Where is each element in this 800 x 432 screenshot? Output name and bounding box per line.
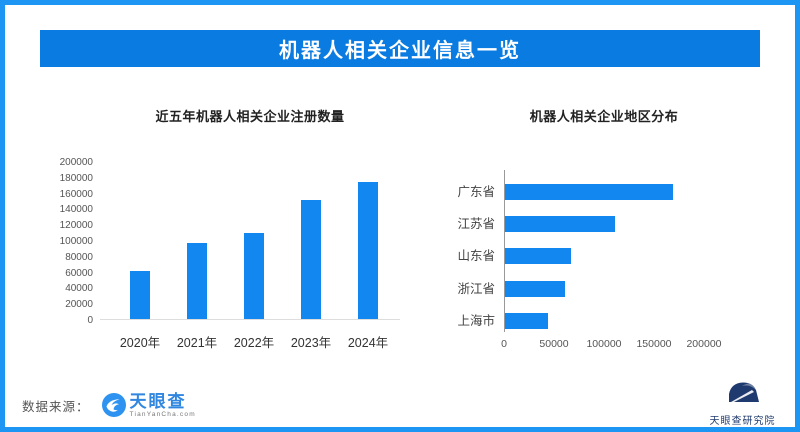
y-tick-label: 180000 [59, 172, 93, 184]
y-tick-label: 120000 [59, 220, 93, 232]
tianyancha-domain: TianYanCha.com [129, 410, 196, 418]
content-area: 机器人相关企业信息一览 近五年机器人相关企业注册数量 机器人相关企业地区分布 0… [5, 5, 795, 427]
region-label: 江苏省 [457, 216, 495, 231]
value-tick-label: 150000 [636, 338, 672, 350]
x-category-label: 2024年 [347, 336, 389, 350]
registrations-bar-chart [100, 162, 400, 320]
y-tick-label: 60000 [65, 267, 93, 279]
bar-2023年 [301, 199, 321, 319]
y-tick-label: 200000 [59, 157, 93, 168]
value-tick-label: 0 [501, 338, 507, 350]
region-label: 山东省 [457, 249, 495, 263]
bar-2022年 [244, 232, 264, 319]
value-tick-label: 50000 [539, 338, 569, 350]
bar-2021年 [187, 243, 207, 319]
institute-logo-icon [728, 382, 759, 402]
institute-label: 天眼查研究院 [709, 416, 776, 427]
x-category-label: 2022年 [233, 336, 275, 350]
x-category-label: 2023年 [290, 336, 332, 350]
page-title-banner: 机器人相关企业信息一览 [40, 30, 760, 67]
y-tick-label: 20000 [65, 299, 93, 311]
bar-江苏省 [505, 215, 615, 232]
tianyancha-logo: 天眼查 TianYanCha.com [101, 393, 196, 418]
region-label: 浙江省 [457, 281, 495, 296]
x-category-label: 2021年 [176, 336, 218, 350]
institute-logo: 天眼查研究院 [700, 380, 785, 427]
y-tick-label: 80000 [65, 251, 93, 263]
left-chart-title: 近五年机器人相关企业注册数量 [155, 109, 345, 124]
data-source-label: 数据来源： [22, 399, 90, 414]
region-label: 上海市 [457, 313, 495, 328]
y-tick-label: 140000 [59, 204, 93, 216]
regions-bar-chart [504, 170, 704, 332]
y-tick-label: 160000 [59, 188, 93, 200]
data-source-row: 数据来源： 天眼查 TianYanCha.com [22, 390, 196, 420]
bar-山东省 [505, 248, 571, 264]
bar-上海市 [505, 312, 548, 329]
y-tick-label: 0 [87, 315, 93, 326]
tianyancha-logo-icon [101, 393, 126, 417]
page-title: 机器人相关企业信息一览 [279, 40, 521, 62]
region-label: 广东省 [457, 184, 495, 199]
tianyancha-name: 天眼查 [129, 391, 187, 411]
x-category-label: 2020年 [119, 336, 161, 350]
bar-2020年 [130, 270, 150, 319]
value-tick-label: 100000 [586, 338, 622, 350]
y-tick-label: 40000 [65, 283, 93, 295]
y-tick-label: 100000 [59, 236, 93, 247]
right-chart-title: 机器人相关企业地区分布 [529, 109, 679, 124]
bar-2024年 [358, 181, 378, 319]
bar-浙江省 [505, 280, 565, 297]
tianyancha-wordmark: 天眼查 TianYanCha.com [130, 393, 196, 418]
value-tick-label: 200000 [686, 338, 722, 350]
bar-广东省 [505, 183, 673, 200]
